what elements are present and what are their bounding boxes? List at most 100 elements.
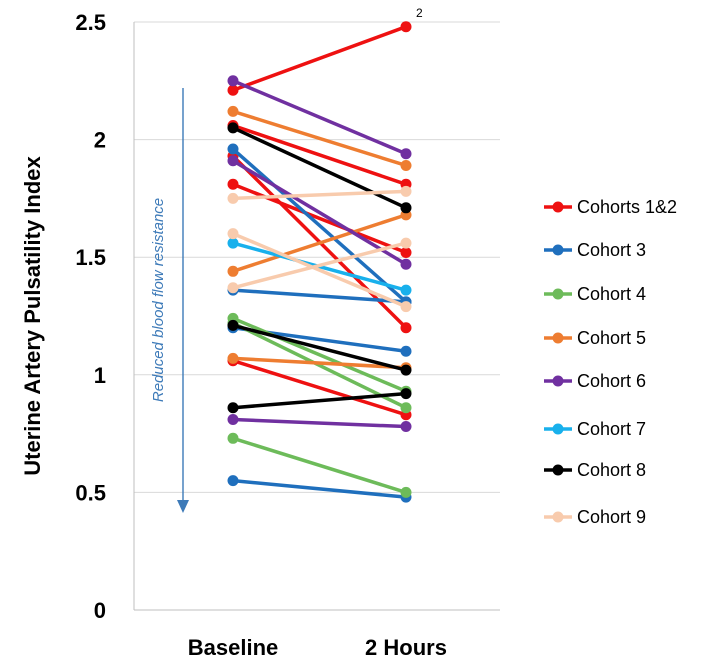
data-point (227, 192, 239, 204)
series-lines (227, 21, 412, 503)
legend-label: Cohorts 1&2 (577, 197, 677, 217)
arrow-annotation: Reduced blood flow resistance (150, 198, 167, 402)
data-point (400, 345, 412, 357)
y-tick-label: 2.5 (75, 10, 106, 35)
legend-item: Cohort 6 (544, 371, 646, 391)
y-tick-label: 0.5 (75, 480, 106, 505)
data-point (400, 246, 412, 258)
data-point (227, 432, 239, 444)
series-line (232, 478, 407, 499)
legend-marker (552, 288, 564, 300)
data-point (227, 402, 239, 414)
data-point (227, 178, 239, 190)
series-cohort-8 (227, 122, 412, 414)
y-tick-label: 1 (94, 363, 106, 388)
legend-marker (552, 201, 564, 213)
y-tick-label: 2 (94, 128, 106, 153)
y-tick-label: 0 (94, 598, 106, 623)
series-line (232, 391, 407, 410)
series-line (232, 213, 407, 273)
series-cohort-9 (227, 185, 412, 313)
data-point (227, 155, 239, 167)
y-tick-labels: 0 0.5 1 1.5 2 2.5 (75, 10, 106, 623)
data-point (400, 388, 412, 400)
legend-label: Cohort 9 (577, 507, 646, 527)
legend-marker (552, 375, 564, 387)
series-line (232, 79, 407, 156)
legend-label: Cohort 6 (577, 371, 646, 391)
series-line (232, 232, 407, 309)
data-point (400, 258, 412, 270)
data-point (400, 322, 412, 334)
data-point (400, 421, 412, 433)
series-line (232, 288, 407, 304)
series-line (232, 323, 407, 372)
data-point (227, 265, 239, 277)
reduced-resistance-arrow (177, 88, 189, 513)
legend-item: Cohort 4 (544, 284, 646, 304)
series-line (232, 417, 407, 429)
data-point (227, 413, 239, 425)
data-point (400, 402, 412, 414)
legend-marker (552, 423, 564, 435)
footnote-marker: 2 (416, 6, 423, 20)
legend-label: Cohort 3 (577, 240, 646, 260)
series-line (232, 126, 407, 210)
legend-label: Cohort 5 (577, 328, 646, 348)
legend-label: Cohort 4 (577, 284, 646, 304)
series-line (232, 123, 407, 186)
y-axis-title: Uterine Artery Pulsatility Index (20, 155, 45, 475)
data-point (400, 148, 412, 160)
legend-marker (552, 464, 564, 476)
data-point (227, 352, 239, 364)
legend-item: Cohorts 1&2 (544, 197, 677, 217)
series-line (232, 359, 407, 417)
series-line (231, 147, 408, 304)
data-point (400, 284, 412, 296)
legend-label: Cohort 7 (577, 419, 646, 439)
data-point (400, 364, 412, 376)
data-point (227, 475, 239, 487)
x-tick-label: 2 Hours (365, 635, 447, 660)
series-line (232, 189, 407, 201)
legend-item: Cohort 9 (544, 507, 646, 527)
series-line (232, 356, 407, 370)
data-point (400, 202, 412, 214)
data-point (227, 84, 239, 96)
data-point (227, 143, 239, 155)
data-point (400, 486, 412, 498)
data-point (227, 282, 239, 294)
data-point (227, 122, 239, 134)
y-tick-label: 1.5 (75, 245, 106, 270)
series-line (232, 109, 407, 168)
series-cohort-4 (227, 312, 412, 498)
data-point (227, 105, 239, 117)
legend-label: Cohort 8 (577, 460, 646, 480)
data-point (227, 319, 239, 331)
legend-marker (552, 511, 564, 523)
data-point (400, 21, 412, 33)
series-line (232, 436, 407, 495)
series-cohort-5 (227, 105, 412, 374)
series-line (232, 25, 407, 92)
data-point (227, 75, 239, 87)
legend-item: Cohort 8 (544, 460, 646, 480)
legend-item: Cohort 3 (544, 240, 646, 260)
series-line (232, 241, 407, 290)
data-point (400, 237, 412, 249)
series-cohort-6 (227, 75, 412, 433)
series-line (232, 321, 407, 410)
x-tick-label: Baseline (188, 635, 279, 660)
data-point (227, 228, 239, 240)
legend: Cohorts 1&2 Cohort 3 Cohort 4 Cohort 5 Cohor… (544, 197, 677, 527)
x-tick-labels: Baseline 2 Hours (188, 635, 447, 660)
data-point (400, 159, 412, 171)
data-point (227, 237, 239, 249)
legend-marker (552, 332, 564, 344)
data-point (400, 301, 412, 313)
gridlines (134, 21, 500, 493)
legend-item: Cohort 5 (544, 328, 646, 348)
series-line (232, 159, 407, 266)
data-point (400, 185, 412, 197)
